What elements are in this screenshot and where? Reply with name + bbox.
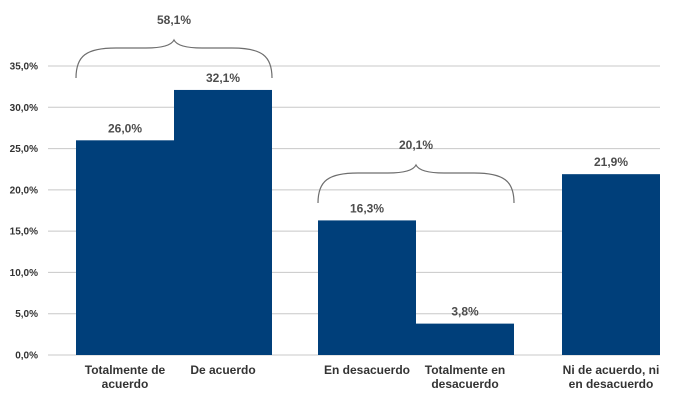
bar (562, 174, 660, 355)
data-label: 3,8% (451, 305, 479, 319)
y-tick-label: 30,0% (10, 103, 38, 114)
y-tick-label: 20,0% (10, 185, 38, 196)
bar (76, 140, 174, 355)
group-total-label: 20,1% (399, 138, 433, 152)
category-label: De acuerdo (190, 363, 255, 377)
category-label: Ni de acuerdo, ni en desacuerdo (563, 363, 660, 391)
data-label: 32,1% (206, 71, 240, 85)
bar (318, 220, 416, 355)
data-label: 16,3% (350, 201, 384, 215)
y-tick-label: 25,0% (10, 144, 38, 155)
category-labels: Totalmente de acuerdo De acuerdo En desacue… (85, 363, 660, 391)
y-axis-ticks: 0,0% 5,0% 10,0% 15,0% 20,0% 25,0% 30,0% 35,0% (10, 62, 38, 362)
group-braces: 58,1% 20,1% (75, 13, 515, 204)
y-tick-label: 10,0% (10, 268, 38, 279)
data-labels: 26,0% 32,1% 16,3% 3,8% 21,9% (108, 71, 628, 319)
category-label: Totalmente en desacuerdo (425, 363, 505, 391)
y-tick-label: 15,0% (10, 227, 38, 238)
group-total-label: 58,1% (157, 13, 191, 27)
category-label: Totalmente de acuerdo (85, 363, 166, 391)
data-label: 26,0% (108, 121, 142, 135)
category-label: En desacuerdo (324, 363, 410, 377)
y-tick-label: 0,0% (15, 351, 38, 362)
y-tick-label: 5,0% (15, 309, 38, 320)
group-brace (75, 38, 273, 79)
y-tick-label: 35,0% (10, 62, 38, 73)
group-brace (317, 163, 515, 204)
bar (416, 323, 514, 355)
data-label: 21,9% (594, 155, 628, 169)
bars (76, 89, 660, 356)
bar (174, 89, 272, 356)
